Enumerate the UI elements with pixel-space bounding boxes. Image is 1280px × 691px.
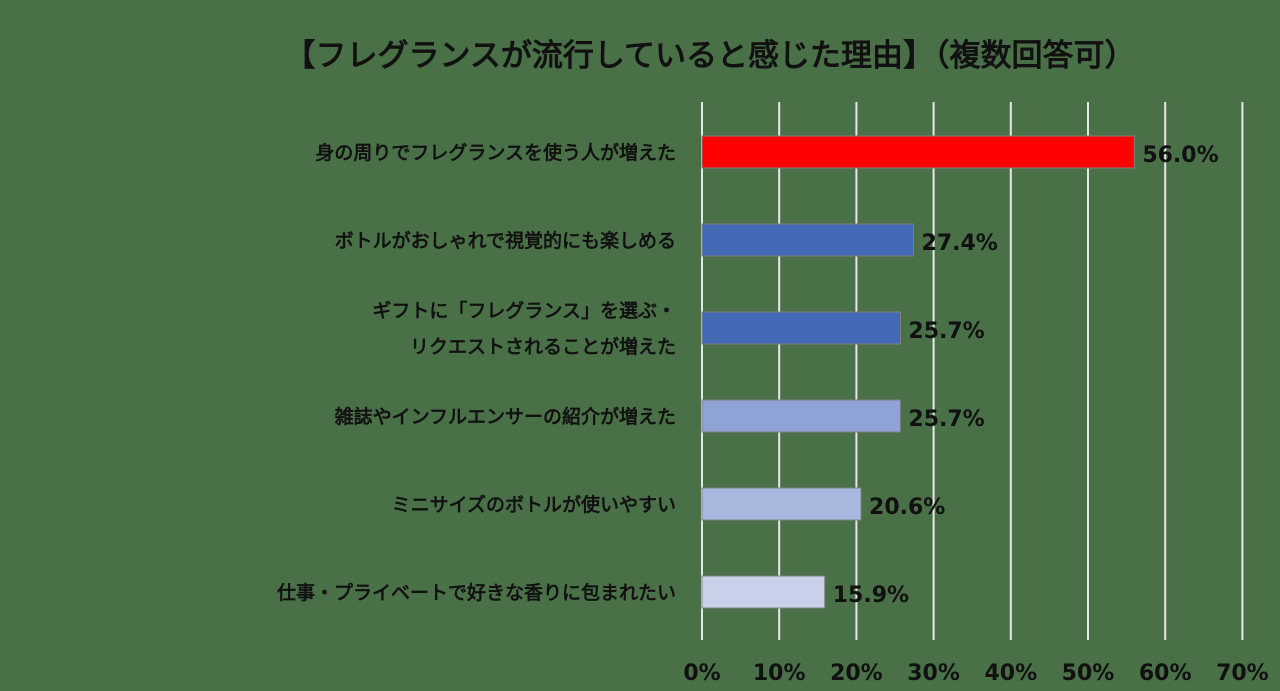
category-label: ミニサイズのボトルが使いやすい bbox=[392, 493, 676, 516]
bar bbox=[701, 135, 1135, 169]
data-label: 25.7% bbox=[908, 407, 984, 432]
x-tick-label: 50% bbox=[1062, 661, 1115, 686]
x-tick-label: 60% bbox=[1139, 661, 1192, 686]
chart-title: 【フレグランスが流行していると感じた理由】（複数回答可） bbox=[284, 38, 1136, 74]
x-tick-label: 10% bbox=[753, 661, 806, 686]
x-tick-label: 30% bbox=[907, 661, 960, 686]
category-label: 仕事・プライベートで好きな香りに包まれたい bbox=[276, 581, 676, 604]
x-tick-label: 0% bbox=[683, 661, 720, 686]
category-label: ギフトに「フレグランス」を選ぶ・ bbox=[372, 299, 676, 322]
x-tick-label: 40% bbox=[984, 661, 1037, 686]
data-label: 20.6% bbox=[869, 495, 945, 520]
category-label: 身の周りでフレグランスを使う人が増えた bbox=[315, 141, 676, 164]
bar bbox=[701, 487, 862, 521]
data-label: 56.0% bbox=[1142, 143, 1218, 168]
category-label: 雑誌やインフルエンサーの紹介が増えた bbox=[334, 405, 676, 428]
bar bbox=[701, 575, 826, 609]
bar bbox=[701, 311, 901, 345]
data-label: 25.7% bbox=[908, 319, 984, 344]
bar bbox=[701, 223, 915, 257]
category-label: ボトルがおしゃれで視覚的にも楽しめる bbox=[335, 229, 676, 252]
x-tick-label: 70% bbox=[1216, 661, 1269, 686]
data-label: 27.4% bbox=[922, 231, 998, 256]
data-label: 15.9% bbox=[833, 583, 909, 608]
category-label: リクエストされることが増えた bbox=[410, 335, 676, 358]
x-tick-label: 20% bbox=[830, 661, 883, 686]
bar bbox=[701, 399, 901, 433]
